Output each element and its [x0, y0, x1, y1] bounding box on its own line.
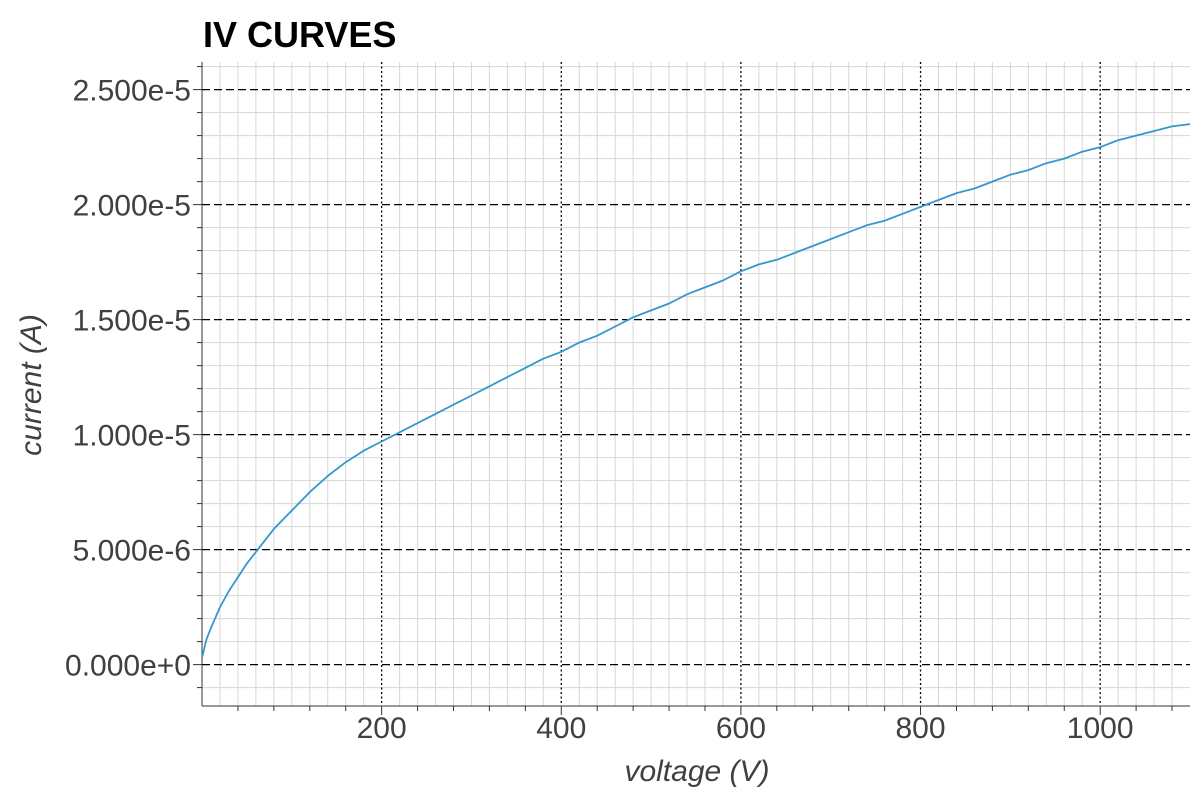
x-tick-label: 800: [896, 712, 946, 745]
y-tick-label: 2.500e-5: [73, 75, 191, 108]
x-tick-label: 600: [716, 712, 766, 745]
x-axis-label: voltage (V): [624, 755, 769, 788]
minor-grid: [202, 62, 1190, 706]
y-tick-label: 2.000e-5: [73, 190, 191, 223]
chart-title: IV CURVES: [203, 14, 397, 55]
series-layer: [201, 123, 1191, 658]
x-tick-label: 400: [536, 712, 586, 745]
y-tick-label: 5.000e-6: [73, 535, 191, 568]
tick-labels: 200 400 600 800 1000 0.000e+0 5.000e-6 1.000e-5…: [65, 75, 1134, 745]
y-tick-label: 1.500e-5: [73, 305, 191, 338]
x-tick-label: 1000: [1067, 712, 1134, 745]
y-tick-label: 0.000e+0: [65, 650, 191, 683]
major-grid: [202, 62, 1190, 706]
series-line-0: [201, 123, 1191, 658]
y-axis-label: current (A): [15, 314, 48, 456]
axes: [193, 62, 1190, 715]
x-tick-label: 200: [357, 712, 407, 745]
y-tick-label: 1.000e-5: [73, 420, 191, 453]
